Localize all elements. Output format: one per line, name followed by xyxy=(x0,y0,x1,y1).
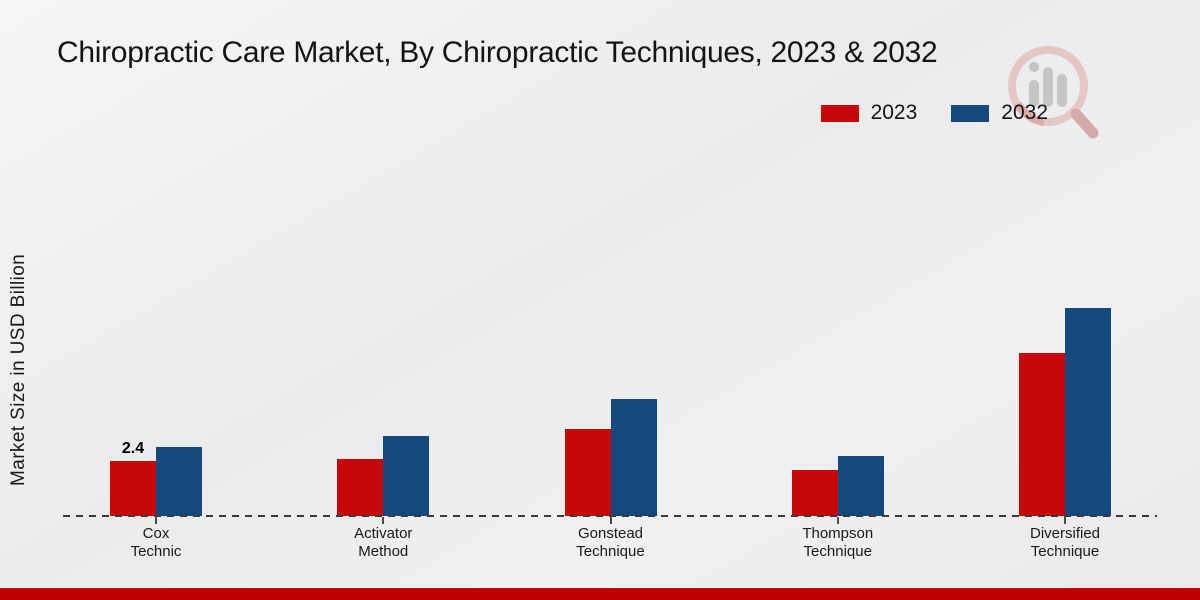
x-axis-tick-activator-method xyxy=(382,517,385,524)
category-label-diversified-technique: Diversified Technique xyxy=(1029,525,1101,560)
bar-2032-thompson-technique xyxy=(837,456,884,516)
legend: 2023 2032 xyxy=(820,101,1048,125)
x-axis-tick-thompson-technique xyxy=(836,517,839,524)
x-axis-tick-gonstead-technique xyxy=(609,517,612,524)
legend-swatch-2023 xyxy=(820,104,859,122)
category-label-cox-technic: Cox Technic xyxy=(130,525,182,560)
legend-item-2032: 2032 xyxy=(951,101,1048,125)
category-label-activator-method: Activator Method xyxy=(354,525,413,560)
bar-2023-gonstead-technique xyxy=(564,429,611,516)
x-axis-tick-cox-technic xyxy=(155,517,157,524)
data-label-2023-cox-technic: 2.4 xyxy=(121,440,145,457)
bar-2032-cox-technic xyxy=(156,447,202,516)
bar-2032-diversified-technique xyxy=(1065,308,1111,516)
bottom-banner xyxy=(0,588,1200,600)
category-label-gonstead-technique: Gonstead Technique xyxy=(576,525,645,560)
x-axis-baseline xyxy=(63,515,1157,517)
bar-2023-activator-method xyxy=(337,459,384,516)
bar-2023-cox-technic xyxy=(110,461,156,516)
bar-2032-gonstead-technique xyxy=(610,399,657,516)
magnifier-barchart-watermark-icon xyxy=(1008,46,1099,139)
legend-item-2023: 2023 xyxy=(820,101,918,125)
chart-title: Chiropractic Care Market, By Chiropracti… xyxy=(57,36,938,69)
category-label-thompson-technique: Thompson Technique xyxy=(802,525,874,560)
bar-2023-thompson-technique xyxy=(791,470,838,516)
legend-swatch-2032 xyxy=(951,104,990,122)
bar-2023-diversified-technique xyxy=(1019,353,1065,516)
bar-2032-activator-method xyxy=(383,436,430,516)
legend-label-2023: 2023 xyxy=(870,101,918,124)
x-axis-tick-diversified-technique xyxy=(1064,517,1066,524)
legend-label-2032: 2032 xyxy=(1001,101,1048,124)
